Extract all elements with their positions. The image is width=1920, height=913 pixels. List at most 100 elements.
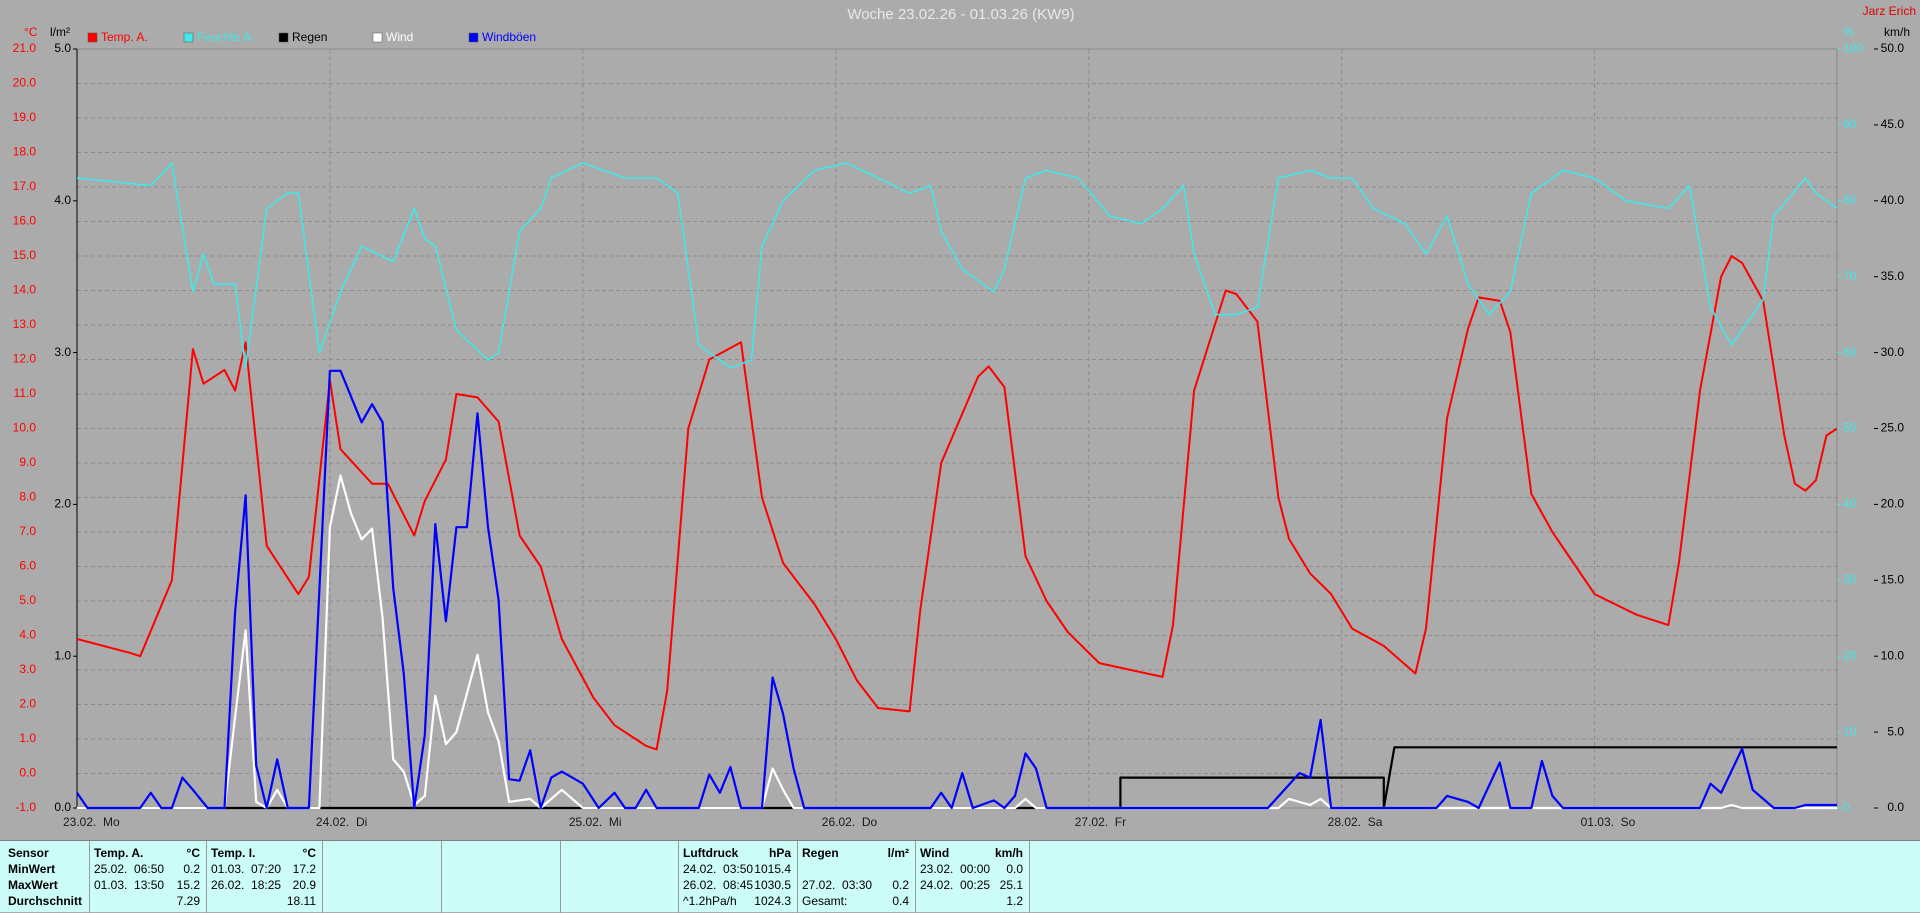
stat-value: 1024.3 <box>754 894 791 908</box>
column-unit: hPa <box>768 846 791 860</box>
y-tick-label: 12.0 <box>13 352 37 366</box>
humidity-tick-label: 90 <box>1843 117 1857 131</box>
column-title: Wind <box>920 846 950 860</box>
stat-value: 0.4 <box>892 894 909 908</box>
x-tick-label: 27.02. Fr <box>1075 815 1126 829</box>
y-tick-label: 18.0 <box>13 145 37 159</box>
column-title: Temp. A. <box>94 846 144 860</box>
column-separator <box>441 841 442 913</box>
column-separator <box>322 841 323 913</box>
series-line <box>76 162 1838 369</box>
chart: Woche 23.02.26 - 01.03.26 (KW9) Jarz Eri… <box>12 4 1916 830</box>
y-tick-label: 21.0 <box>13 41 37 55</box>
y-tick-label: 4.0 <box>19 628 36 642</box>
humidity-tick-label: 70 <box>1843 269 1857 283</box>
y-tick-label: 6.0 <box>19 559 36 573</box>
wind-tick-label: 15.0 <box>1881 572 1905 586</box>
humidity-tick-label: 10 <box>1843 724 1857 738</box>
rain-axis-unit: l/m² <box>50 25 70 39</box>
wind-tick-label: 40.0 <box>1881 193 1905 207</box>
stat-value: 0.2 <box>183 862 200 876</box>
x-tick-label: 01.03. So <box>1581 815 1636 829</box>
stat-time: 24.02. 00:25 <box>920 878 991 892</box>
y-tick-label: 15.0 <box>13 248 37 262</box>
x-tick-label: 26.02. Do <box>822 815 878 829</box>
x-tick-label: 28.02. Sa <box>1328 815 1383 829</box>
stat-time: ^1.2hPa/h <box>683 894 737 908</box>
stat-value: 18.11 <box>286 894 316 908</box>
legend-swatch <box>372 32 383 43</box>
rain-tick-label: 3.0 <box>54 345 71 359</box>
y-tick-label: 7.0 <box>19 524 36 538</box>
wind-tick-label: 20.0 <box>1881 497 1905 511</box>
stat-time: 26.02. 08:45 <box>683 878 754 892</box>
stat-value: 1015.4 <box>754 862 791 876</box>
y-tick-label: 9.0 <box>19 455 36 469</box>
stat-time: 26.02. 18:25 <box>211 878 282 892</box>
wind-tick-label: 35.0 <box>1881 269 1905 283</box>
y-tick-label: 11.0 <box>14 386 37 400</box>
column-separator <box>678 841 679 913</box>
row-label: MinWert <box>8 862 56 876</box>
legend-swatch <box>87 32 98 43</box>
humidity-tick-label: 0 <box>1843 800 1850 814</box>
stat-value: 0.2 <box>892 878 909 892</box>
humidity-tick-label: 60 <box>1843 345 1857 359</box>
stats-table: Sensor MinWert MaxWert Durchschnitt Temp. A.… <box>0 840 1920 913</box>
rain-tick-label: 5.0 <box>54 41 71 55</box>
author: Jarz Erich <box>1863 4 1916 18</box>
stat-value: 20.9 <box>292 878 316 892</box>
x-tick-label: 23.02. Mo <box>63 815 120 829</box>
y-tick-label: 16.0 <box>13 214 37 228</box>
stat-time: Gesamt: <box>802 894 848 908</box>
series-line <box>76 255 1838 751</box>
stat-value: 25.1 <box>999 878 1023 892</box>
wind-tick-label: 30.0 <box>1881 345 1905 359</box>
row-label: Durchschnitt <box>8 894 83 908</box>
y-tick-label: 10.0 <box>13 421 37 435</box>
stat-value: 17.2 <box>292 862 316 876</box>
y-tick-label: 5.0 <box>19 593 36 607</box>
column-unit: km/h <box>994 846 1023 860</box>
y-tick-label: 13.0 <box>13 317 37 331</box>
legend-label: Feuchte A. <box>197 30 254 44</box>
x-tick-label: 25.02. Mi <box>569 815 622 829</box>
wind-tick-label: 25.0 <box>1881 421 1905 435</box>
y-tick-label: 20.0 <box>13 76 37 90</box>
wind-tick-label: 10.0 <box>1881 648 1905 662</box>
y-tick-label: 3.0 <box>19 662 36 676</box>
legend-swatch <box>468 32 479 43</box>
humidity-tick-label: 100 <box>1843 41 1863 55</box>
legend-label: Regen <box>292 30 327 44</box>
series-line <box>76 369 1837 810</box>
stat-value: 0.0 <box>1006 862 1023 876</box>
stat-time: 01.03. 07:20 <box>211 862 282 876</box>
column-separator <box>797 841 798 913</box>
humidity-tick-label: 30 <box>1843 572 1857 586</box>
wind-tick-label: 0.0 <box>1887 800 1904 814</box>
rain-tick-label: 4.0 <box>54 193 71 207</box>
chart-title: Woche 23.02.26 - 01.03.26 (KW9) <box>847 6 1074 23</box>
column-unit: °C <box>302 846 316 860</box>
rain-tick-label: 0.0 <box>54 800 71 814</box>
y-tick-label: 14.0 <box>13 283 37 297</box>
stat-value: 7.29 <box>176 894 200 908</box>
legend-swatch <box>183 32 194 43</box>
legend-label: Windböen <box>482 30 536 44</box>
legend-swatch <box>278 32 289 43</box>
column-title: Regen <box>802 846 839 860</box>
wind-tick-label: 5.0 <box>1887 724 1904 738</box>
stat-time: 25.02. 06:50 <box>94 862 165 876</box>
rain-tick-label: 1.0 <box>54 648 71 662</box>
x-tick-label: 24.02. Di <box>316 815 367 829</box>
y-tick-label: -1.0 <box>15 800 36 814</box>
column-unit: °C <box>186 846 200 860</box>
column-separator <box>206 841 207 913</box>
stat-time: 24.02. 03:50 <box>683 862 754 876</box>
column-separator <box>915 841 916 913</box>
column-separator <box>1029 841 1030 913</box>
y-tick-label: 17.0 <box>13 179 37 193</box>
humidity-tick-label: 50 <box>1843 421 1857 435</box>
humidity-tick-label: 20 <box>1843 648 1857 662</box>
y-tick-label: 0.0 <box>19 766 36 780</box>
